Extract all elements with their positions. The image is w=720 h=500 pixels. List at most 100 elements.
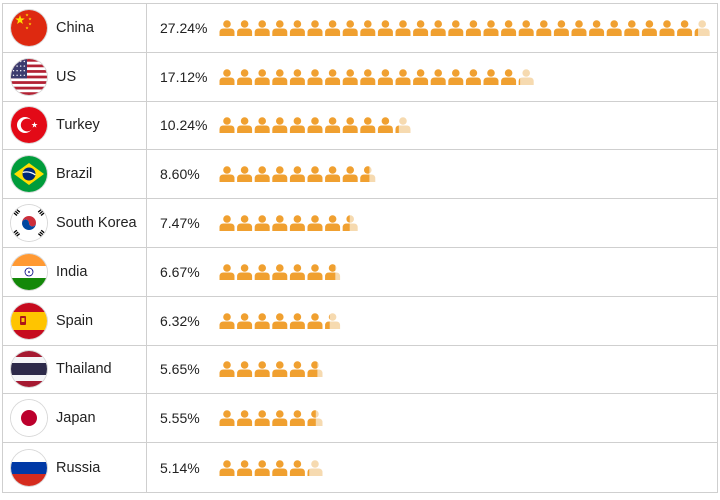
person-icon: [289, 361, 305, 378]
pictograph-icons: [219, 215, 358, 232]
pictograph-bar: [218, 297, 717, 345]
russia-flag-icon: [11, 449, 47, 486]
person-icon: [342, 215, 358, 232]
person-icon: [325, 264, 341, 280]
country-cell: Japan: [3, 394, 147, 443]
person-icon: [289, 20, 305, 36]
person-icon: [272, 361, 288, 378]
country-cell: Russia: [3, 443, 147, 492]
person-icon: [219, 410, 235, 427]
pictograph-bar: [218, 248, 717, 296]
person-icon: [289, 264, 305, 280]
person-icon: [307, 20, 323, 36]
person-icon: [325, 215, 341, 232]
person-icon: [465, 68, 481, 85]
person-icon: [342, 166, 358, 183]
us-flag-icon: [11, 58, 47, 95]
person-icon: [553, 20, 569, 36]
person-icon: [307, 166, 323, 183]
person-icon: [325, 117, 341, 134]
person-icon: [413, 20, 429, 36]
data-label: 6.67%: [160, 263, 200, 280]
country-cell: Turkey: [3, 101, 147, 150]
category-label: US: [56, 68, 77, 85]
person-icon: [272, 410, 288, 427]
pictograph-icons: [219, 117, 411, 134]
country-cell: China: [3, 4, 147, 52]
country-cell: Thailand: [3, 345, 147, 394]
chart-row: India 6.67%: [3, 247, 717, 297]
person-icon: [289, 215, 305, 232]
person-icon: [342, 20, 358, 36]
person-icon: [237, 264, 253, 280]
chart-row: Brazil 8.60%: [3, 150, 717, 200]
person-icon: [325, 166, 341, 183]
person-icon: [254, 117, 270, 134]
person-icon: [254, 166, 270, 183]
pictograph-icons: [219, 361, 323, 378]
person-icon: [307, 459, 323, 476]
turkey-flag-icon: [11, 107, 47, 144]
category-label: Turkey: [56, 117, 100, 134]
person-icon: [272, 459, 288, 476]
pictograph-icons: [219, 68, 534, 85]
china-flag-icon-graphic: [11, 9, 47, 46]
person-icon: [254, 312, 270, 329]
thailand-flag-icon-graphic: [11, 351, 47, 388]
spain-flag-icon: [11, 302, 47, 339]
country-cell: India: [3, 247, 147, 296]
chart-row: US 17.12%: [3, 52, 717, 102]
country-cell: Brazil: [3, 150, 147, 199]
data-label: 5.65%: [160, 361, 200, 378]
person-icon: [237, 459, 253, 476]
data-label: 5.55%: [160, 410, 200, 427]
pictograph-icons: [219, 166, 376, 183]
person-icon: [377, 20, 393, 36]
brazil-flag-icon-graphic: [11, 156, 47, 193]
pictograph-bar: [218, 102, 717, 150]
category-label: Russia: [56, 459, 101, 476]
person-icon: [641, 20, 657, 36]
person-icon: [589, 20, 605, 36]
category-label: China: [56, 19, 94, 36]
person-icon: [219, 215, 235, 232]
pictograph-bar: [218, 443, 717, 492]
pictograph-bar: [218, 150, 717, 198]
person-icon: [325, 68, 341, 85]
category-label: India: [56, 263, 88, 280]
person-icon: [606, 20, 622, 36]
person-icon: [289, 459, 305, 476]
pictograph-bar: [218, 346, 717, 394]
person-icon: [237, 312, 253, 329]
data-label: 8.60%: [160, 166, 200, 183]
person-icon: [289, 312, 305, 329]
person-icon: [219, 264, 235, 280]
person-icon: [289, 166, 305, 183]
pictograph-chart: China 27.24% US 17.12% Turkey 10.24% Brazil 8.6…: [2, 3, 718, 493]
japan-flag-icon-graphic: [11, 400, 47, 437]
person-icon: [501, 68, 517, 85]
person-icon: [237, 410, 253, 427]
person-icon: [307, 361, 323, 378]
person-icon: [307, 312, 323, 329]
person-icon: [219, 20, 235, 36]
category-label: Japan: [56, 410, 96, 427]
person-icon: [571, 20, 587, 36]
person-icon: [395, 68, 411, 85]
person-icon: [325, 312, 341, 329]
person-icon: [430, 20, 446, 36]
data-label: 27.24%: [160, 19, 208, 36]
spain-flag-icon-graphic: [11, 302, 47, 339]
person-icon: [289, 410, 305, 427]
person-icon: [430, 68, 446, 85]
person-icon: [254, 20, 270, 36]
pictograph-bar: [218, 394, 717, 442]
chart-row: Russia 5.14%: [3, 443, 717, 492]
person-icon: [219, 312, 235, 329]
person-icon: [237, 361, 253, 378]
person-icon: [325, 20, 341, 36]
south-korea-flag-icon: [11, 205, 47, 242]
person-icon: [237, 20, 253, 36]
person-icon: [694, 20, 710, 36]
person-icon: [677, 20, 693, 36]
